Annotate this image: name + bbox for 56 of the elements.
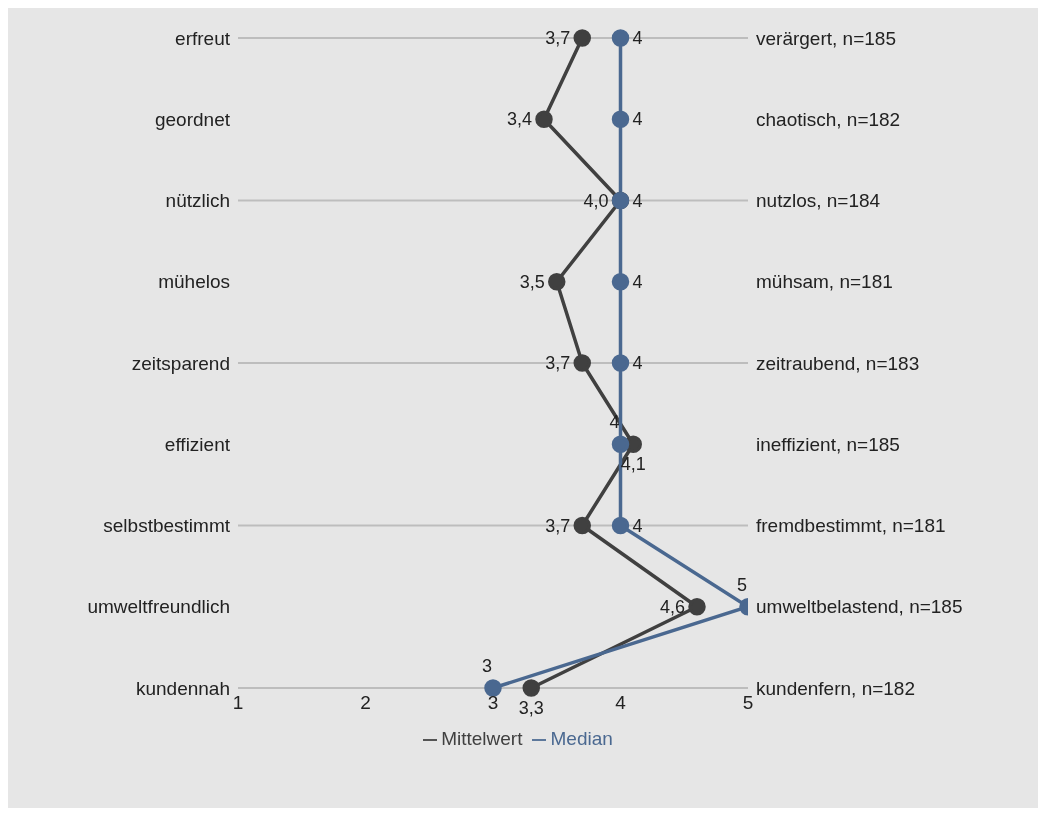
- data-label: 3,7: [545, 515, 571, 536]
- x-tick-label: 2: [360, 692, 371, 714]
- y2-tick-label: mühsam, n=181: [756, 271, 893, 293]
- data-label: 4: [632, 271, 643, 292]
- point: [548, 273, 566, 291]
- y-tick-label: mühelos: [158, 271, 230, 293]
- y-tick-label: erfreut: [175, 27, 231, 49]
- y-tick-label: umweltfreundlich: [87, 596, 230, 618]
- point: [611, 110, 630, 128]
- y-tick-label: nützlich: [165, 190, 230, 212]
- y-tick-label: geordnet: [154, 109, 231, 130]
- point: [522, 679, 540, 697]
- data-label: 4,6: [659, 596, 685, 617]
- data-label: 3,7: [545, 28, 571, 48]
- point: [611, 29, 630, 47]
- y-tick-label: effizient: [164, 433, 231, 455]
- y2-tick-label: umweltbelastend, n=185: [756, 596, 963, 618]
- data-label: 5: [736, 574, 748, 595]
- data-label: 4: [632, 28, 643, 48]
- y2-tick-label: kundenfern, n=182: [756, 677, 915, 699]
- point: [573, 29, 591, 47]
- point: [484, 679, 502, 697]
- y2-tick-label: nutzlos, n=184: [756, 190, 881, 212]
- data-label: 4: [632, 109, 643, 130]
- point: [573, 516, 591, 535]
- data-label: 4,0: [583, 190, 609, 211]
- y2-tick-label: zeitraubend, n=183: [756, 352, 920, 374]
- point: [611, 273, 630, 291]
- y2-tick-label: fremdbestimmt, n=181: [756, 515, 946, 537]
- data-label: 4: [632, 190, 643, 211]
- data-label: 3,7: [545, 353, 571, 373]
- x-tick-label: 5: [742, 692, 754, 714]
- data-label: 3: [481, 656, 493, 676]
- y2-tick-label: ineffizient, n=185: [756, 433, 900, 455]
- point: [611, 354, 630, 372]
- y-tick-label: kundennah: [135, 677, 230, 699]
- point: [573, 354, 591, 372]
- data-label: 4: [632, 353, 643, 373]
- y2-tick-label: chaotisch, n=182: [756, 109, 901, 130]
- y-tick-label: selbstbestimmt: [103, 515, 231, 537]
- y2-tick-label: verärgert, n=185: [756, 27, 896, 49]
- point: [688, 598, 706, 616]
- legend-label: Median: [550, 728, 613, 749]
- data-label: 3,3: [518, 698, 544, 718]
- legend-label: Mittelwert: [441, 728, 523, 749]
- x-tick-label: 1: [232, 692, 244, 714]
- x-tick-label: 3: [487, 692, 499, 714]
- x-tick-label: 4: [615, 692, 627, 714]
- data-label: 4: [609, 412, 620, 433]
- point: [611, 516, 630, 535]
- point: [611, 435, 630, 453]
- data-label: 3,5: [519, 271, 545, 292]
- y-tick-label: zeitsparend: [131, 352, 230, 374]
- point: [535, 110, 553, 128]
- data-label: 4: [632, 515, 643, 536]
- data-label: 3,4: [506, 109, 532, 130]
